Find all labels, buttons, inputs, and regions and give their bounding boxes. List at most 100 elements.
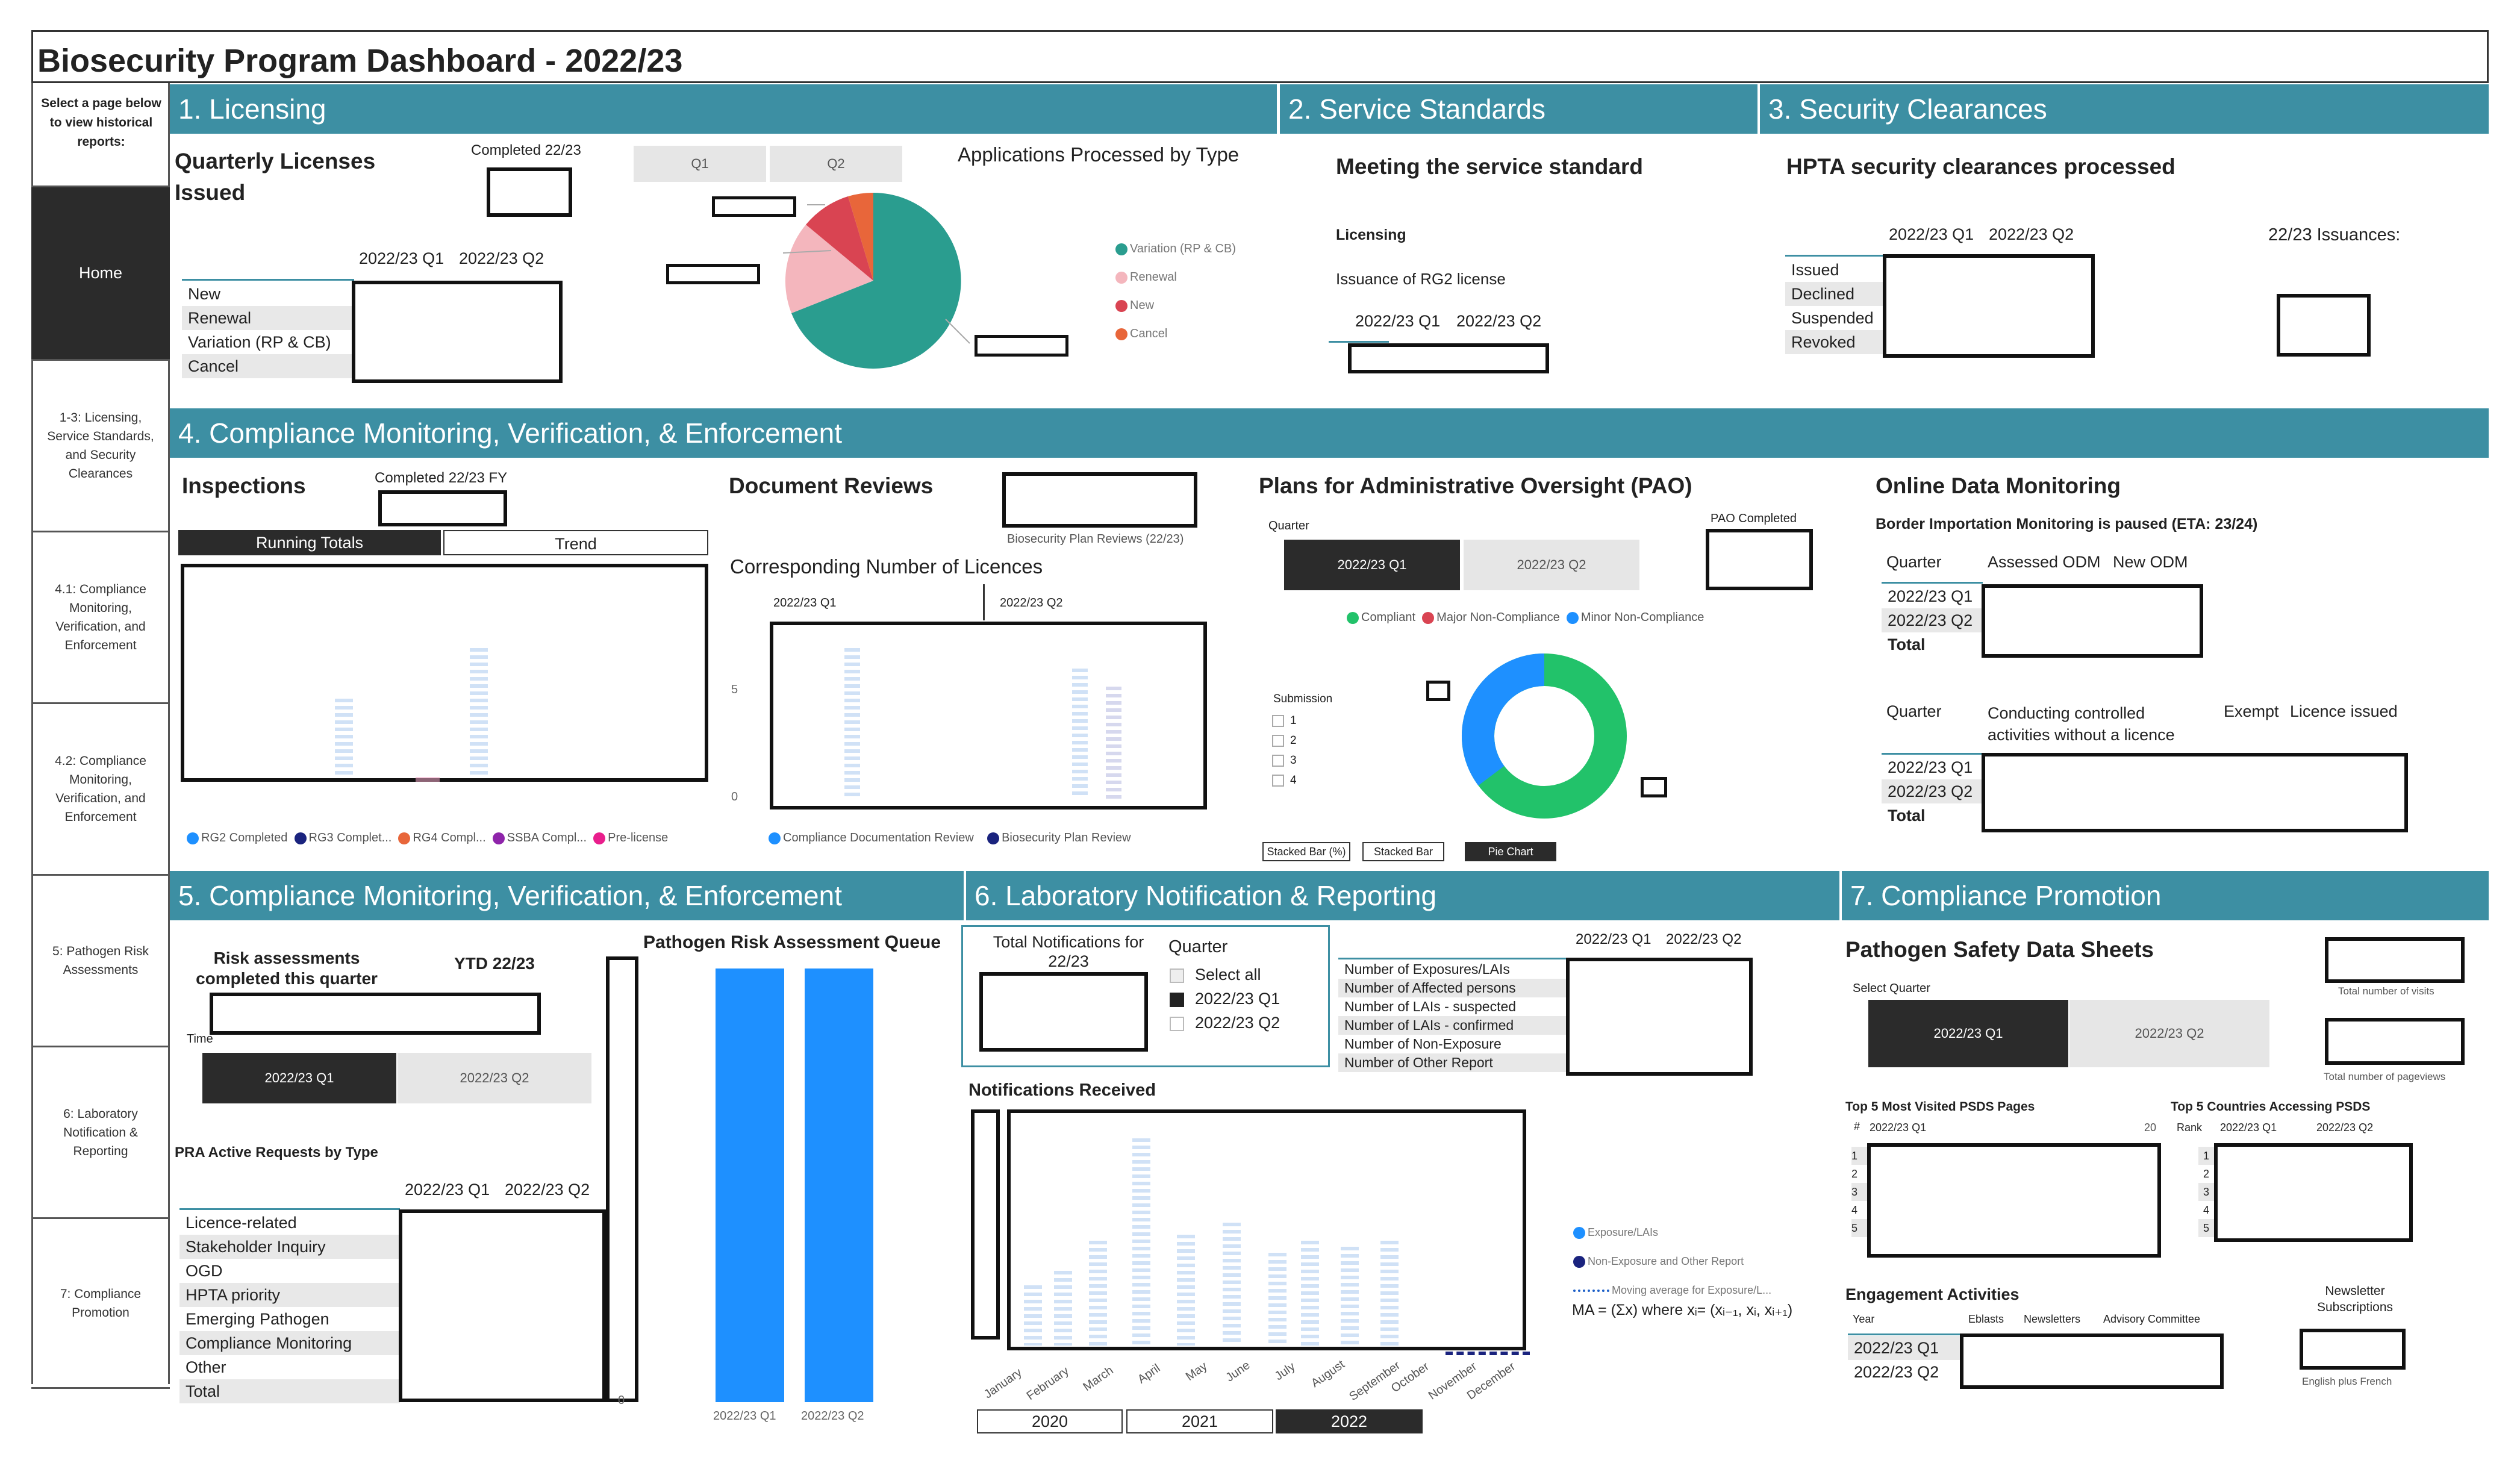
lic-values-box bbox=[352, 281, 563, 383]
pao-donut-chart[interactable] bbox=[1458, 653, 1632, 828]
time-slicer-q2[interactable]: 2022/23 Q2 bbox=[398, 1053, 591, 1103]
pra-row: HPTA priority bbox=[179, 1283, 400, 1307]
queue-bar-q1[interactable] bbox=[716, 968, 784, 1402]
security-line bbox=[1785, 255, 1884, 257]
queue-bar-q2[interactable] bbox=[805, 968, 873, 1402]
risk-value-box bbox=[210, 993, 541, 1035]
slicer-q2[interactable]: Q2 bbox=[770, 146, 902, 182]
legend-label: RG2 Completed bbox=[201, 831, 288, 844]
rank-num: 5 bbox=[2198, 1219, 2214, 1237]
notif-values-box bbox=[1566, 958, 1753, 1076]
band-licensing: 1. Licensing bbox=[170, 84, 1277, 134]
slicer-option[interactable]: Select all bbox=[1195, 965, 1261, 984]
ytd-label: YTD 22/23 bbox=[454, 954, 535, 973]
security-issuances: 22/23 Issuances: bbox=[2268, 225, 2401, 245]
pra-row: OGD bbox=[186, 1262, 223, 1280]
nav-laboratory[interactable]: 6: Laboratory Notification & Reporting bbox=[31, 1046, 170, 1217]
submission-label: Submission bbox=[1273, 693, 1333, 705]
legend-label: Exposure/LAIs bbox=[1588, 1226, 1659, 1238]
notif-baseline bbox=[1446, 1352, 1530, 1355]
viz-stacked-pct-button[interactable]: Stacked Bar (%) bbox=[1262, 842, 1350, 861]
lic-q1-header: 2022/23 Q1 bbox=[359, 249, 444, 267]
doc-review-chart[interactable] bbox=[770, 622, 1207, 809]
nav-compliance-promotion[interactable]: 7: Compliance Promotion bbox=[31, 1217, 170, 1389]
security-q1: 2022/23 Q1 bbox=[1889, 225, 1974, 243]
odm-h-new: New ODM bbox=[2113, 553, 2188, 571]
rank-num: 2 bbox=[2203, 1168, 2209, 1180]
top5-hash: # bbox=[1854, 1120, 1860, 1132]
tab-running-totals[interactable]: Running Totals bbox=[178, 530, 441, 555]
blurred-bar bbox=[1024, 1285, 1042, 1346]
pao-slicer-q1[interactable]: 2022/23 Q1 bbox=[1284, 540, 1460, 590]
rank-num: 4 bbox=[1851, 1204, 1858, 1216]
year-2022-button[interactable]: 2022 bbox=[1276, 1409, 1423, 1433]
countries-q1-header: 2022/23 Q1 bbox=[2220, 1121, 2277, 1134]
service-q2: 2022/23 Q2 bbox=[1456, 312, 1542, 330]
top5-cut: 20 bbox=[2144, 1121, 2157, 1134]
visits-box bbox=[2325, 937, 2465, 983]
security-heading: HPTA security clearances processed bbox=[1786, 154, 2175, 179]
title-bar bbox=[31, 30, 2489, 83]
time-slicer-q1[interactable]: 2022/23 Q1 bbox=[202, 1053, 396, 1103]
visits-label: Total number of visits bbox=[2338, 985, 2434, 997]
nav-home[interactable]: Home bbox=[31, 186, 170, 359]
year-2021-button[interactable]: 2021 bbox=[1126, 1409, 1273, 1433]
queue-label-q1: 2022/23 Q1 bbox=[713, 1409, 776, 1423]
slicer-q1[interactable]: Q1 bbox=[634, 146, 766, 182]
lic-row: Variation (RP & CB) bbox=[188, 333, 331, 351]
month-label: January bbox=[981, 1365, 1025, 1402]
inspections-chart[interactable] bbox=[181, 564, 708, 782]
rank-num: 3 bbox=[2198, 1183, 2214, 1201]
legend-label: Minor Non-Compliance bbox=[1580, 611, 1704, 624]
odm-line bbox=[1882, 582, 1983, 584]
nav-panel bbox=[31, 83, 170, 1384]
top5-pages-heading: Top 5 Most Visited PSDS Pages bbox=[1845, 1100, 2035, 1114]
pie-slice-renewal bbox=[785, 225, 873, 313]
submission-option[interactable]: 4 bbox=[1290, 774, 1297, 787]
donut-label-box bbox=[1641, 777, 1667, 797]
submission-option[interactable]: 1 bbox=[1290, 714, 1297, 727]
eng-h-year: Year bbox=[1853, 1313, 1875, 1325]
inspections-heading: Inspections bbox=[182, 473, 306, 498]
nav-compliance-4-2[interactable]: 4.2: Compliance Monitoring, Verification… bbox=[31, 702, 170, 874]
rank-num: 2 bbox=[1851, 1168, 1858, 1180]
notif-row: Number of LAIs - confirmed bbox=[1338, 1016, 1567, 1035]
completed-value-box bbox=[487, 167, 572, 217]
pie-title: Applications Processed by Type bbox=[958, 143, 1240, 166]
year-2020-button[interactable]: 2020 bbox=[977, 1409, 1123, 1433]
eng-h-newsletters: Newsletters bbox=[2024, 1313, 2081, 1325]
notif-quarter-slicer[interactable]: Select all 2022/23 Q1 2022/23 Q2 bbox=[1170, 962, 1280, 1035]
submission-checkboxes[interactable]: 1 2 3 4 bbox=[1272, 711, 1297, 790]
completed-fy-label: Completed 22/23 FY bbox=[375, 470, 508, 486]
top5-pages-box bbox=[1867, 1143, 2161, 1258]
pao-completed-box bbox=[1706, 529, 1813, 590]
nav-pathogen-risk[interactable]: 5: Pathogen Risk Assessments bbox=[31, 874, 170, 1046]
legend-label: Compliant bbox=[1361, 611, 1416, 624]
doc-review-heading: Document Reviews bbox=[729, 473, 934, 498]
rank-num: 1 bbox=[2198, 1147, 2214, 1165]
rank-num: 3 bbox=[1851, 1183, 1868, 1201]
tab-trend[interactable]: Trend bbox=[443, 530, 708, 555]
nav-licensing[interactable]: 1-3: Licensing, Service Standards, and S… bbox=[31, 359, 170, 531]
applications-pie-chart[interactable] bbox=[663, 181, 1084, 385]
psds-slicer-q2[interactable]: 2022/23 Q2 bbox=[2069, 1000, 2269, 1067]
queue-label-q2: 2022/23 Q2 bbox=[801, 1409, 864, 1423]
newsletter-heading: Newsletter Subscriptions bbox=[2316, 1284, 2394, 1314]
queue-axis-box bbox=[606, 956, 638, 1402]
notif-chart[interactable] bbox=[1007, 1109, 1526, 1350]
slicer-option[interactable]: 2022/23 Q2 bbox=[1195, 1014, 1280, 1032]
psds-slicer-q1[interactable]: 2022/23 Q1 bbox=[1868, 1000, 2068, 1067]
slicer-option[interactable]: 2022/23 Q1 bbox=[1195, 990, 1280, 1008]
doc-legend: Compliance Documentation Review Biosecur… bbox=[769, 831, 1131, 845]
security-row: Suspended bbox=[1791, 309, 1874, 327]
pao-slicer-q2[interactable]: 2022/23 Q2 bbox=[1464, 540, 1639, 590]
band-lab: 6. Laboratory Notification & Reporting bbox=[966, 871, 1839, 920]
submission-option[interactable]: 2 bbox=[1290, 734, 1297, 747]
notif-row: Number of Exposures/LAIs bbox=[1344, 961, 1510, 977]
legend-label: Major Non-Compliance bbox=[1436, 611, 1560, 624]
nav-compliance-4-1[interactable]: 4.1: Compliance Monitoring, Verification… bbox=[31, 531, 170, 702]
legend-dot bbox=[1566, 611, 1579, 624]
viz-pie-button[interactable]: Pie Chart bbox=[1465, 842, 1556, 861]
viz-stacked-button[interactable]: Stacked Bar bbox=[1362, 842, 1444, 861]
submission-option[interactable]: 3 bbox=[1290, 754, 1297, 767]
